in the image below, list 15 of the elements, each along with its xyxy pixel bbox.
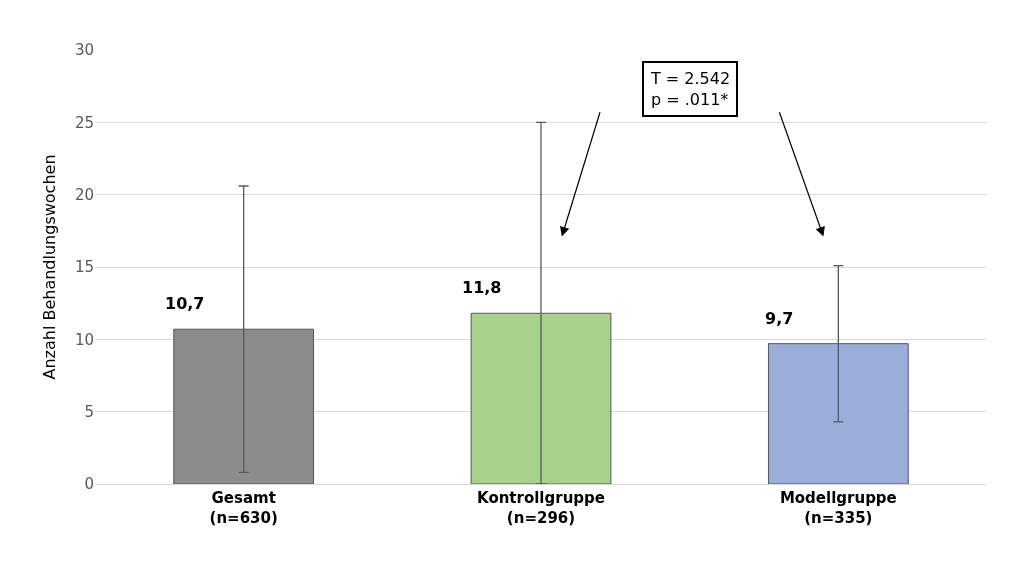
y-tick-label: 10 — [74, 330, 94, 349]
y-axis-title: Anzahl Behandlungswochen — [39, 154, 59, 380]
y-tick-label: 15 — [74, 258, 94, 277]
data-label: 10,7 — [165, 294, 205, 313]
x-tick-label: Modellgruppe (n=335) — [779, 489, 897, 527]
y-tick-label: 20 — [74, 185, 94, 204]
y-tick-label: 5 — [84, 402, 94, 421]
y-tick-label: 0 — [84, 475, 94, 494]
annotation: T = 2.542 p = .011* — [650, 69, 731, 109]
x-tick-label: Kontrollgruppe (n=296) — [477, 489, 605, 527]
data-label: 9,7 — [765, 309, 794, 328]
y-tick-label: 25 — [74, 113, 94, 132]
x-tick-label: Gesamt (n=630) — [209, 489, 278, 527]
y-tick-label: 30 — [74, 41, 94, 60]
data-label: 11,8 — [462, 278, 502, 297]
